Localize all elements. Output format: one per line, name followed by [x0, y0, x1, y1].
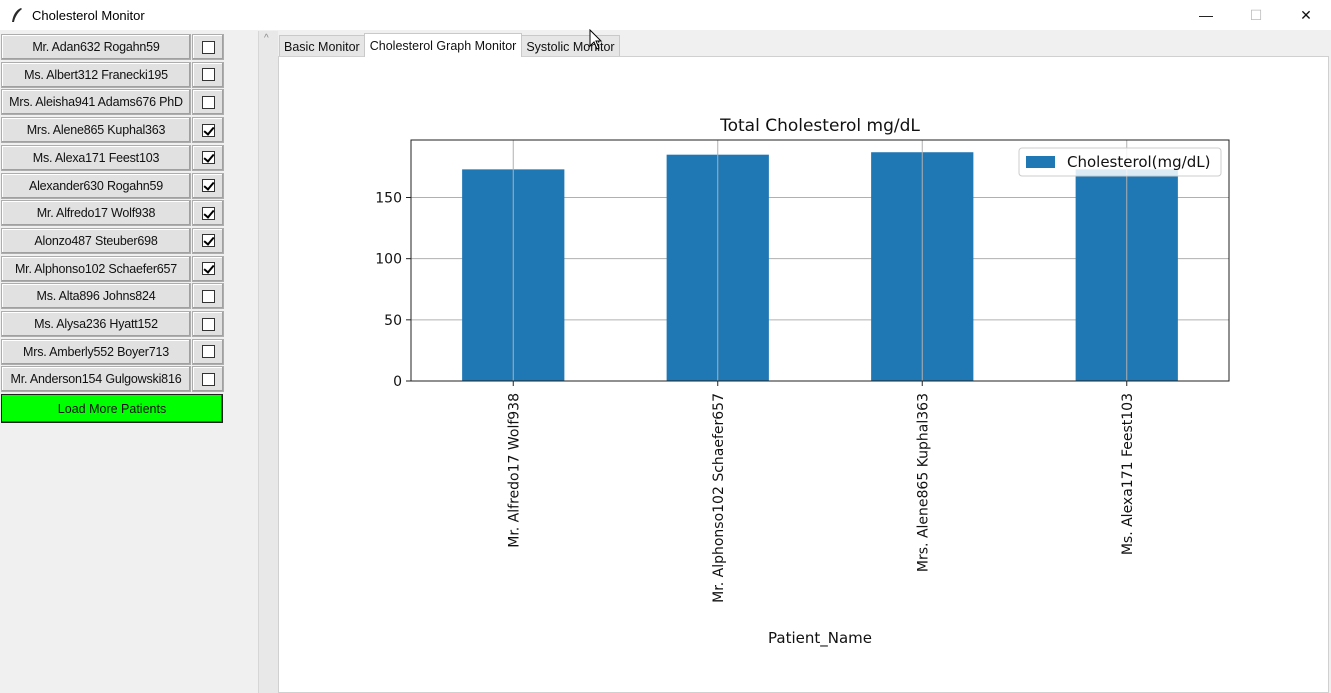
- patient-checkbox[interactable]: [201, 206, 215, 220]
- patient-button[interactable]: Mrs. Amberly552 Boyer713: [1, 338, 191, 365]
- patient-row: Mr. Anderson154 Gulgowski816: [1, 366, 225, 393]
- legend-swatch: [1026, 156, 1055, 168]
- y-tick-label: 100: [375, 252, 402, 268]
- x-tick-label: Ms. Alexa171 Feest103: [1120, 393, 1136, 555]
- patient-row: Mrs. Alene865 Kuphal363: [1, 117, 225, 144]
- patient-button[interactable]: Mr. Adan632 Rogahn59: [1, 34, 191, 60]
- patient-checkbox-cell: [192, 117, 224, 144]
- patient-checkbox[interactable]: [201, 317, 215, 331]
- window-controls: — ☐ ✕: [1181, 0, 1331, 30]
- patient-checkbox[interactable]: [201, 372, 215, 386]
- patient-checkbox[interactable]: [201, 95, 215, 109]
- patient-checkbox-cell: [192, 338, 224, 365]
- y-tick-label: 150: [375, 190, 402, 206]
- x-tick-label: Mrs. Alene865 Kuphal363: [915, 393, 931, 572]
- tab-content-cholesterol-graph: 0 50 100 150 Mr. Alfredo17 Wolf938 Mr. Alphon…: [278, 56, 1329, 693]
- x-tick-label: Mr. Alphonso102 Schaefer657: [711, 393, 727, 603]
- patient-button[interactable]: Mrs. Aleisha941 Adams676 PhD: [1, 89, 191, 116]
- patient-checkbox[interactable]: [201, 234, 215, 248]
- patient-checkbox-cell: [192, 366, 224, 393]
- patient-button[interactable]: Ms. Alexa171 Feest103: [1, 144, 191, 171]
- patient-button[interactable]: Ms. Alta896 Johns824: [1, 283, 191, 310]
- mouse-cursor-icon: [589, 28, 603, 56]
- tab-cholesterol-graph-monitor[interactable]: Cholesterol Graph Monitor: [363, 33, 523, 57]
- cholesterol-bar-chart: 0 50 100 150 Mr. Alfredo17 Wolf938 Mr. Alphon…: [375, 116, 1230, 648]
- feather-icon: [10, 7, 24, 23]
- patient-row: Mrs. Aleisha941 Adams676 PhD: [1, 89, 225, 116]
- x-axis-label: Patient_Name: [768, 629, 872, 648]
- tab-basic-monitor[interactable]: Basic Monitor: [279, 35, 365, 57]
- patient-list-panel: Load More Patients Mr. Adan632 Rogahn59 M…: [0, 31, 258, 693]
- patient-row: Mrs. Amberly552 Boyer713: [1, 338, 225, 365]
- patient-row: Alonzo487 Steuber698: [1, 227, 225, 254]
- panel-scrollbar[interactable]: ^: [258, 31, 278, 693]
- patient-button[interactable]: Mrs. Alene865 Kuphal363: [1, 117, 191, 144]
- title-bar: Cholesterol Monitor — ☐ ✕: [0, 0, 1331, 30]
- window-title: Cholesterol Monitor: [32, 7, 145, 23]
- patient-row: Ms. Albert312 Franecki195: [1, 61, 225, 88]
- patient-button[interactable]: Mr. Alfredo17 Wolf938: [1, 200, 191, 227]
- patient-checkbox-cell: [192, 283, 224, 310]
- patient-button[interactable]: Ms. Albert312 Franecki195: [1, 61, 191, 88]
- plot-frame: [410, 139, 1230, 382]
- patient-button[interactable]: Mr. Alphonso102 Schaefer657: [1, 255, 191, 282]
- patient-row: Alexander630 Rogahn59: [1, 172, 225, 199]
- patient-checkbox-cell: [192, 34, 224, 60]
- patient-checkbox-cell: [192, 200, 224, 227]
- patient-checkbox-cell: [192, 311, 224, 337]
- patient-row: Mr. Alphonso102 Schaefer657: [1, 255, 225, 282]
- patient-checkbox-cell: [192, 172, 224, 199]
- tab-bar: Basic Monitor Cholesterol Graph Monitor Sy…: [279, 33, 620, 57]
- scroll-up-icon[interactable]: ^: [264, 33, 269, 44]
- patient-row: Ms. Alysa236 Hyatt152: [1, 311, 225, 337]
- patient-button[interactable]: Alonzo487 Steuber698: [1, 227, 191, 254]
- minimize-button[interactable]: —: [1199, 7, 1213, 23]
- patient-checkbox[interactable]: [201, 151, 215, 165]
- patient-checkbox-cell: [192, 144, 224, 171]
- patient-checkbox[interactable]: [201, 179, 215, 192]
- y-tick-label: 50: [384, 313, 402, 329]
- chart-title: Total Cholesterol mg/dL: [719, 116, 920, 136]
- patient-checkbox[interactable]: [201, 289, 215, 303]
- patient-row: Mr. Alfredo17 Wolf938: [1, 200, 225, 227]
- tab-systolic-monitor[interactable]: Systolic Monitor: [521, 35, 620, 57]
- patient-checkbox[interactable]: [201, 345, 215, 359]
- legend-label: Cholesterol(mg/dL): [1067, 153, 1210, 171]
- patient-checkbox[interactable]: [201, 262, 215, 276]
- patient-row: Ms. Alexa171 Feest103: [1, 144, 225, 171]
- patient-button[interactable]: Ms. Alysa236 Hyatt152: [1, 311, 191, 337]
- x-tick-label: Mr. Alfredo17 Wolf938: [506, 393, 522, 548]
- patient-button[interactable]: Alexander630 Rogahn59: [1, 172, 191, 199]
- patient-checkbox-cell: [192, 61, 224, 88]
- maximize-button[interactable]: ☐: [1249, 6, 1263, 23]
- patient-checkbox[interactable]: [201, 40, 215, 54]
- close-button[interactable]: ✕: [1300, 6, 1312, 23]
- patient-checkbox-cell: [192, 89, 224, 116]
- patient-checkbox-cell: [192, 255, 224, 282]
- patient-row: Ms. Alta896 Johns824: [1, 283, 225, 310]
- patient-checkbox[interactable]: [201, 68, 215, 82]
- patient-checkbox-cell: [192, 227, 224, 254]
- legend-box: [1018, 147, 1222, 177]
- y-tick-label: 0: [393, 374, 402, 390]
- load-more-patients-button[interactable]: Load More Patients: [1, 394, 223, 423]
- patient-row: Mr. Adan632 Rogahn59: [1, 34, 225, 60]
- patient-button[interactable]: Mr. Anderson154 Gulgowski816: [1, 366, 191, 393]
- patient-checkbox[interactable]: [201, 123, 215, 137]
